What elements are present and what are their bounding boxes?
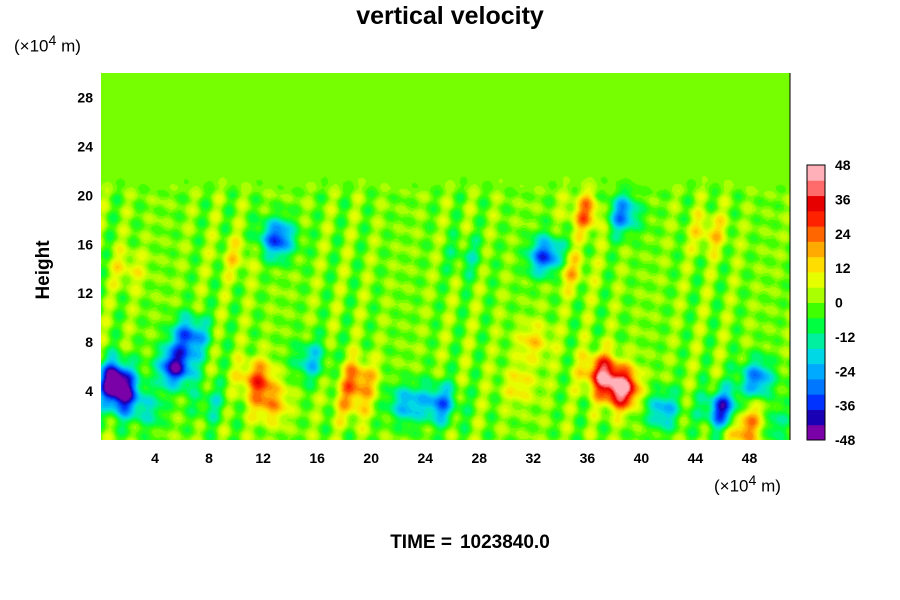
y-axis-unit: (×104 m) [14,33,81,57]
colorbar-swatch [807,424,825,441]
field-container [101,73,790,440]
x-tick-label: 48 [742,450,758,466]
y-axis-ticks: 4 8 12 16 20 24 28 [77,89,93,399]
colorbar-label: -36 [835,398,855,414]
y-tick-label: 4 [85,383,93,399]
y-tick-label: 28 [77,89,93,105]
x-tick-label: 28 [471,450,487,466]
y-unit-base: (×10 [14,36,49,56]
y-unit-tail: m) [56,36,81,56]
colorbar-swatch [807,180,825,197]
colorbar-swatch [807,394,825,410]
colorbar-label: -48 [835,432,855,448]
heatmap-field [101,73,790,440]
colorbar-frame [806,164,826,441]
x-unit-base: (×10 [714,476,749,496]
y-tick-label: 24 [77,138,93,154]
colorbar-swatch [807,256,825,273]
time-label: TIME = [390,532,452,553]
colorbar-swatch [807,195,825,212]
colorbar-swatch [807,241,825,258]
colorbar-label: 48 [835,157,851,173]
colorbar-label: -12 [835,329,855,345]
colorbar-swatch [807,287,825,303]
y-tick-label: 8 [85,334,93,350]
x-tick-label: 44 [688,450,704,466]
colorbar-label: 0 [835,295,843,311]
x-tick-label: 24 [417,450,433,466]
colorbar-swatch [807,378,825,395]
colorbar-label: 24 [835,226,851,242]
x-axis-unit: (×104 m) [714,473,781,497]
x-tick-label: 16 [309,450,325,466]
y-unit-exponent: 4 [48,33,57,49]
colorbar-swatch [807,165,825,181]
x-tick-label: 4 [151,450,159,466]
colorbar-label: 36 [835,191,851,207]
y-tick-label: 12 [77,285,93,301]
colorbar-label: -24 [835,363,855,379]
colorbar-swatch [807,271,825,288]
colorbar-swatch [807,226,825,242]
chart-title: vertical velocity [356,2,544,30]
x-unit-tail: m) [756,476,781,496]
colorbar-swatch [807,363,825,380]
time-value: 1023840.0 [459,532,550,553]
y-tick-label: 16 [77,236,93,252]
x-unit-exponent: 4 [748,473,757,489]
x-tick-label: 32 [526,450,542,466]
colorbar-swatch [807,409,825,426]
x-tick-label: 20 [363,450,379,466]
time-readout: TIME = 1023840.0 [0,532,900,554]
colorbar-swatch [807,348,825,365]
x-tick-label: 12 [255,450,271,466]
colorbar-label: 12 [835,260,851,276]
y-tick-label: 20 [77,187,93,203]
x-tick-label: 8 [205,450,213,466]
x-tick-label: 36 [580,450,596,466]
x-tick-label: 40 [634,450,650,466]
x-axis-ticks: 4 8 12 16 20 24 28 32 36 40 44 48 [151,450,757,466]
colorbar-swatch [807,317,825,334]
colorbar-swatch [807,333,825,349]
colorbar-swatch [807,302,825,319]
colorbar: 48 36 24 12 0 -12 -24 -36 -48 [806,157,855,448]
colorbar-swatch [807,210,825,227]
